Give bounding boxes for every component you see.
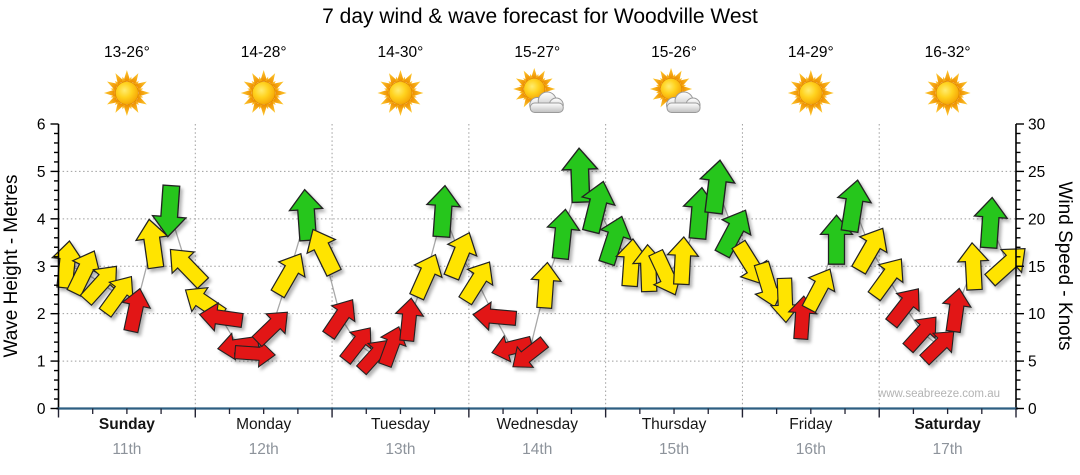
wind-arrow: [512, 336, 550, 368]
partly-cloudy-icon: [649, 67, 701, 113]
wind-arrow: [339, 327, 372, 365]
day-date: 17th: [932, 441, 963, 458]
wind-arrow: [941, 287, 973, 334]
day-temp: 16-32°: [924, 44, 971, 61]
wind-arrow: [530, 261, 563, 310]
right-axis-tick-label: 30: [1028, 117, 1046, 134]
day-temp: 14-30°: [377, 44, 424, 61]
wind-arrow: [121, 287, 152, 334]
wind-arrow: [409, 253, 443, 301]
wind-arrow: [902, 316, 937, 354]
sunny-icon: [787, 70, 834, 116]
right-axis-title: Wind Speed - Knots: [1054, 181, 1075, 351]
wind-arrow: [598, 215, 633, 267]
wind-arrow: [491, 334, 534, 363]
wind-arrow: [714, 209, 752, 259]
left-axis-tick-label: 2: [37, 306, 46, 323]
wind-arrow: [169, 248, 210, 290]
day-temp: 15-26°: [651, 44, 697, 61]
day-date: 16th: [795, 441, 826, 458]
day-name: Saturday: [914, 416, 981, 433]
left-axis-tick-label: 5: [37, 164, 46, 181]
left-axis-tick-label: 0: [37, 401, 46, 418]
wind-arrow: [884, 288, 920, 329]
wind-arrow: [251, 311, 289, 348]
wind-arrow: [288, 188, 325, 242]
wind-arrow: [560, 147, 599, 204]
wind-arrow: [306, 228, 342, 278]
sunny-icon: [924, 70, 971, 116]
wind-arrow: [198, 301, 244, 332]
sunny-icon: [240, 70, 287, 116]
day-date: 11th: [112, 441, 142, 458]
wind-arrow: [580, 180, 617, 235]
wind-arrow: [867, 258, 904, 302]
left-axis-tick-label: 1: [37, 354, 46, 371]
wind-arrow: [270, 252, 306, 299]
right-axis-tick-label: 20: [1028, 211, 1046, 228]
day-date: 15th: [658, 441, 690, 458]
chart-title: 7 day wind & wave forecast for Woodville…: [322, 5, 758, 28]
wind-arrows: [50, 147, 1026, 376]
day-temp: 13-26°: [103, 44, 150, 61]
wind-arrow: [425, 184, 462, 239]
wind-arrow: [972, 196, 1009, 249]
day-date: 13th: [385, 441, 416, 458]
day-name: Sunday: [98, 416, 155, 433]
day-date: 14th: [522, 441, 553, 458]
day-temp: 14-29°: [787, 44, 834, 61]
right-axis-tick-label: 0: [1028, 401, 1037, 418]
day-name: Thursday: [641, 416, 707, 433]
right-axis-tick-label: 10: [1028, 306, 1046, 323]
wind-arrow: [546, 208, 581, 261]
wind-arrow: [919, 331, 955, 366]
left-axis-tick-label: 3: [37, 259, 46, 276]
wind-arrow: [394, 297, 425, 343]
day-date: 12th: [248, 441, 279, 458]
wind-arrow: [151, 184, 188, 238]
day-temp: 15-27°: [514, 44, 561, 61]
wind-arrow: [458, 261, 494, 306]
day-name: Wednesday: [496, 416, 579, 433]
wind-arrow: [134, 218, 169, 270]
day-temp: 14-28°: [240, 44, 287, 61]
wind-arrow: [378, 325, 407, 369]
left-axis-tick-label: 6: [37, 117, 46, 134]
partly-cloudy-icon: [513, 67, 564, 113]
weather-icons-row: [103, 67, 971, 116]
wind-arrow: [956, 241, 990, 291]
sunny-icon: [103, 70, 150, 116]
day-name: Friday: [789, 416, 833, 433]
left-axis-title: Wave Height - Metres: [1, 174, 22, 358]
day-name: Tuesday: [371, 416, 430, 433]
watermark: www.seabreeze.com.au: [877, 388, 1000, 400]
right-axis-tick-label: 25: [1028, 164, 1045, 181]
wind-arrow: [850, 227, 888, 275]
right-axis-tick-label: 15: [1028, 259, 1045, 276]
day-name: Monday: [236, 416, 292, 433]
wind-arrow: [472, 300, 518, 332]
wind-arrow: [443, 231, 478, 281]
wind-arrow: [984, 248, 1026, 287]
left-axis-tick-label: 4: [37, 211, 46, 228]
wind-arrow: [322, 298, 356, 341]
wind-arrow: [666, 235, 700, 286]
wind-arrow: [836, 179, 873, 234]
right-axis-tick-label: 5: [1028, 354, 1037, 371]
wind-arrow: [698, 159, 737, 215]
sunny-icon: [377, 70, 424, 116]
wind-arrow: [801, 268, 836, 314]
